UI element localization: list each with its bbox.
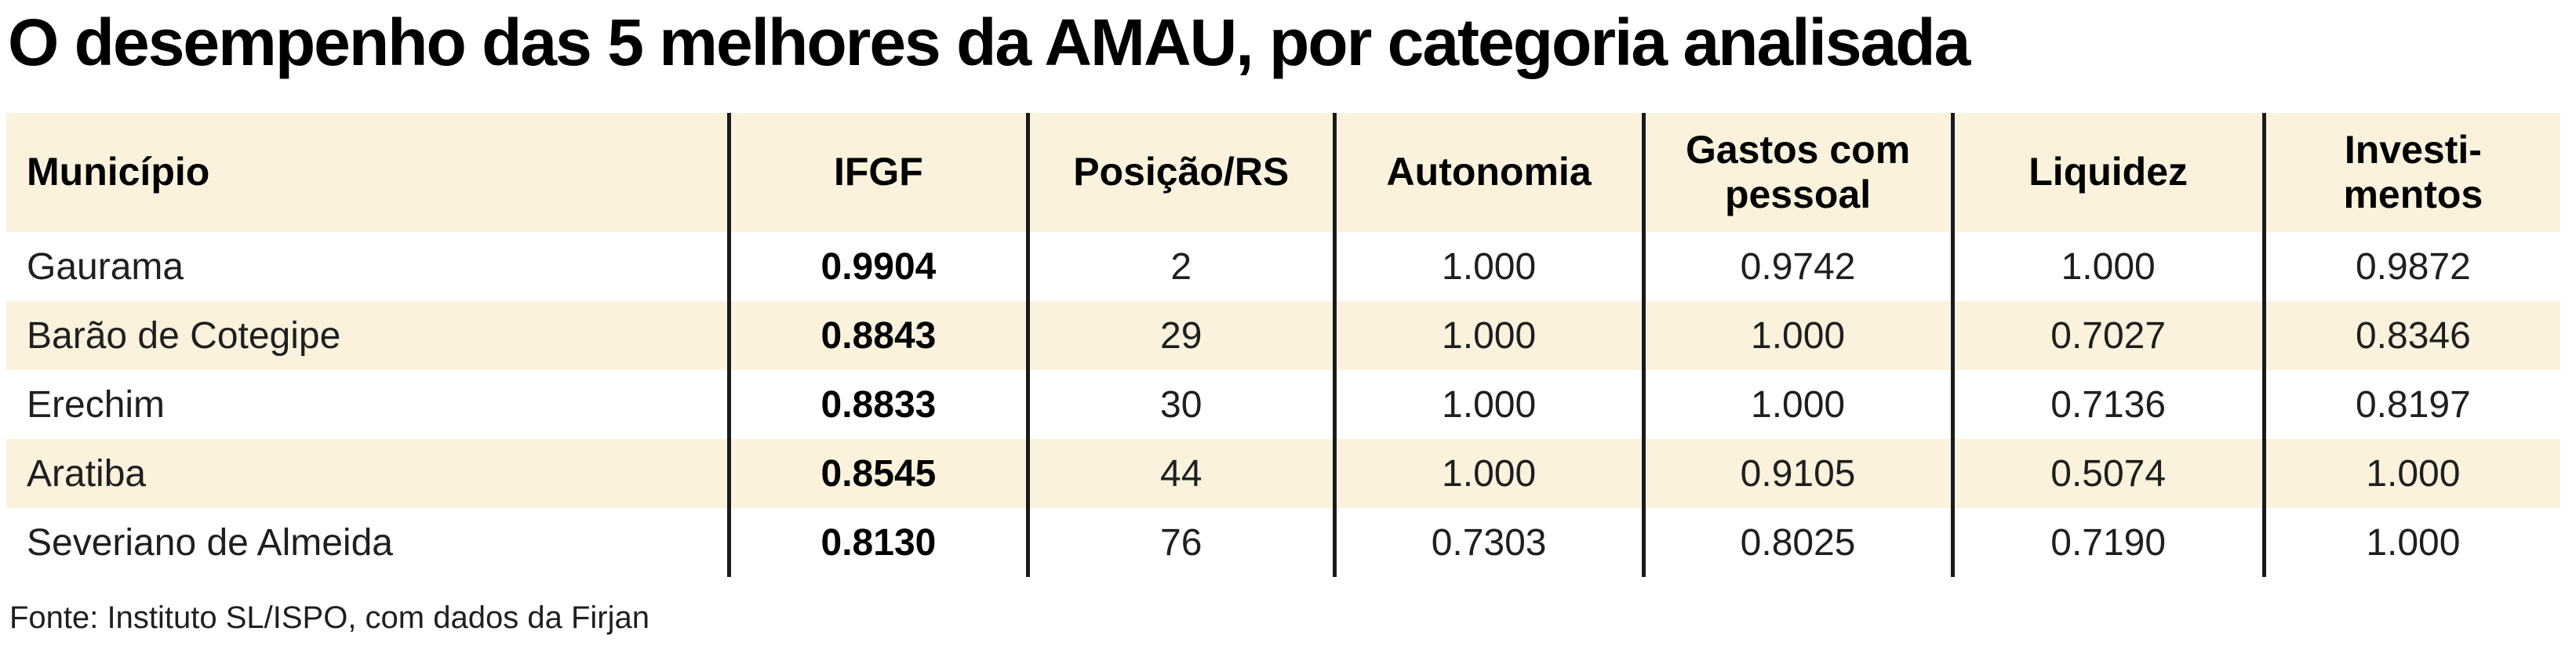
page-title: O desempenho das 5 melhores da AMAU, por… [8,5,1970,79]
cell-ifgf: 0.8833 [726,370,1028,440]
cell-investimentos: 0.9872 [2261,232,2560,302]
cell-investimentos: 0.8346 [2261,301,2560,371]
cell-gastos: 1.000 [1641,301,1953,371]
cell-liquidez: 0.7027 [1950,301,2265,371]
cell-investimentos: 0.8197 [2261,370,2560,440]
cell-ifgf: 0.8843 [726,301,1028,371]
cell-liquidez: 1.000 [1950,232,2265,302]
cell-posicao: 29 [1025,301,1335,371]
column-header-investimentos: Investi- mentos [2261,113,2560,233]
table-row: Erechim 0.8833 30 1.000 1.000 0.7136 0.8… [6,370,2560,440]
table-row: Gaurama 0.9904 2 1.000 0.9742 1.000 0.98… [6,232,2560,302]
cell-ifgf: 0.8545 [726,439,1028,509]
cell-autonomia: 1.000 [1332,232,1644,302]
cell-municipio: Barão de Cotegipe [6,301,730,371]
cell-posicao: 2 [1025,232,1335,302]
column-header-posicao-rs: Posição/RS [1025,113,1335,233]
cell-ifgf: 0.8130 [726,508,1028,578]
source-note: Fonte: Instituto SL/ISPO, com dados da F… [9,600,649,636]
cell-posicao: 30 [1025,370,1335,440]
cell-municipio: Aratiba [6,439,730,509]
cell-gastos: 1.000 [1641,370,1953,440]
cell-liquidez: 0.7190 [1950,508,2265,578]
cell-autonomia: 1.000 [1332,439,1644,509]
column-header-gastos-com-pessoal: Gastos com pessoal [1641,113,1953,233]
cell-posicao: 76 [1025,508,1335,578]
cell-ifgf: 0.9904 [726,232,1028,302]
cell-autonomia: 1.000 [1332,301,1644,371]
cell-autonomia: 1.000 [1332,370,1644,440]
cell-investimentos: 1.000 [2261,439,2560,509]
column-header-liquidez: Liquidez [1950,113,2265,233]
cell-gastos: 0.9742 [1641,232,1953,302]
cell-investimentos: 1.000 [2261,508,2560,578]
cell-autonomia: 0.7303 [1332,508,1644,578]
table-row: Barão de Cotegipe 0.8843 29 1.000 1.000 … [6,301,2560,371]
table-header-row: Município IFGF Posição/RS Autonomia Gast… [6,113,2560,233]
column-header-ifgf: IFGF [726,113,1028,233]
performance-table: Município IFGF Posição/RS Autonomia Gast… [6,113,2560,578]
column-header-autonomia: Autonomia [1332,113,1644,233]
cell-gastos: 0.9105 [1641,439,1953,509]
cell-posicao: 44 [1025,439,1335,509]
cell-municipio: Erechim [6,370,730,440]
column-header-municipio: Município [6,113,730,233]
cell-municipio: Severiano de Almeida [6,508,730,578]
cell-gastos: 0.8025 [1641,508,1953,578]
table-row: Severiano de Almeida 0.8130 76 0.7303 0.… [6,508,2560,578]
cell-liquidez: 0.7136 [1950,370,2265,440]
table-row: Aratiba 0.8545 44 1.000 0.9105 0.5074 1.… [6,439,2560,509]
cell-liquidez: 0.5074 [1950,439,2265,509]
cell-municipio: Gaurama [6,232,730,302]
